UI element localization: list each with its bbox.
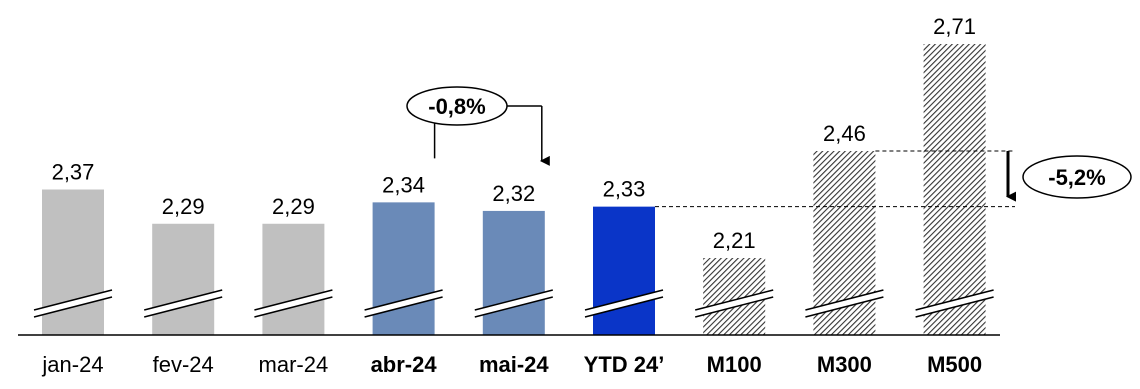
value-label: 2,34 <box>382 172 425 197</box>
bar-2 <box>262 223 325 335</box>
axis-break-mark <box>584 289 664 318</box>
value-labels: 2,37 2,29 2,29 2,34 2,32 2,33 2,21 2,46 2,71 <box>52 14 976 253</box>
annotation-ellipse <box>406 86 508 126</box>
category-label: mai-24 <box>479 352 549 377</box>
annotation-month-change: -0,8% <box>406 86 550 166</box>
category-labels: jan-24 fev-24 mar-24 abr-24 mai-24 YTD 24’ M10… <box>41 352 982 377</box>
bar-3 <box>372 202 435 335</box>
axis-break-mark <box>33 289 113 318</box>
axis-break-mark <box>474 289 553 318</box>
annotation-label: -0,8% <box>428 94 485 119</box>
value-label: 2,21 <box>713 228 756 253</box>
value-label: 2,46 <box>823 121 866 146</box>
value-label: 2,32 <box>492 181 535 206</box>
category-label: M500 <box>927 352 982 377</box>
axis-break-mark <box>254 289 333 318</box>
value-label: 2,71 <box>933 14 976 39</box>
axis-break-mark <box>364 289 443 318</box>
bar-8 <box>923 44 986 335</box>
annotation-label: -5,2% <box>1048 165 1105 190</box>
axis-breaks <box>33 289 994 318</box>
bar-1 <box>152 223 215 335</box>
axis-break-mark <box>144 289 223 318</box>
category-label: M300 <box>817 352 872 377</box>
value-label: 2,29 <box>272 194 315 219</box>
category-label: M100 <box>707 352 762 377</box>
category-label: mar-24 <box>259 352 329 377</box>
axis-break-mark <box>915 289 994 318</box>
value-label: 2,37 <box>52 160 95 185</box>
annotation-scenario-gap: -5,2% <box>655 150 1132 208</box>
bar-5 <box>593 206 655 335</box>
category-label: YTD 24’ <box>584 352 665 377</box>
category-label: jan-24 <box>41 352 103 377</box>
annotation-ellipse <box>1022 155 1132 199</box>
axis-break-mark <box>805 289 884 318</box>
axis-break-mark <box>695 289 774 318</box>
bar-4 <box>482 210 545 335</box>
category-label: fev-24 <box>153 352 214 377</box>
value-label: 2,29 <box>162 194 205 219</box>
value-label: 2,33 <box>603 177 646 202</box>
category-label: abr-24 <box>371 352 438 377</box>
